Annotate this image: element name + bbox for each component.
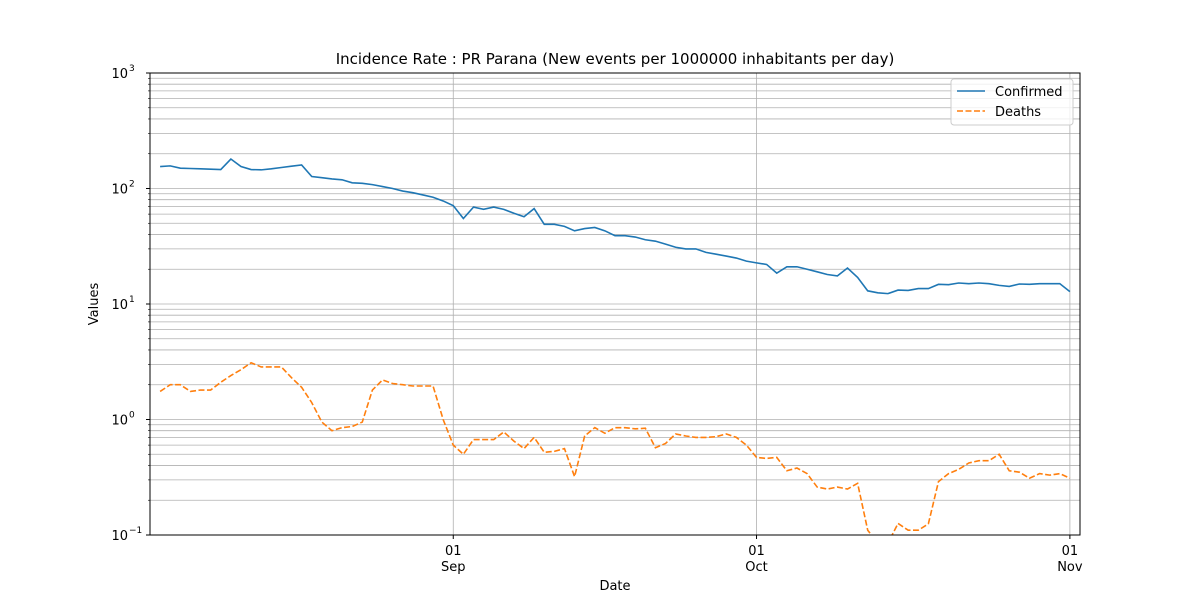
x-axis-label: Date bbox=[599, 579, 630, 594]
y-tick-label: 10 bbox=[111, 529, 128, 544]
y-tick-label: 10 bbox=[111, 183, 128, 198]
y-axis-label: Values bbox=[87, 283, 102, 326]
grid bbox=[150, 72, 1080, 536]
plot-area bbox=[159, 157, 1071, 535]
y-tick-label: 10 bbox=[111, 414, 128, 429]
y-tick-exponent: 2 bbox=[129, 180, 135, 190]
x-tick-month: Sep bbox=[441, 560, 466, 575]
y-tick-exponent: 3 bbox=[129, 64, 135, 74]
y-tick-exponent: 0 bbox=[129, 411, 135, 421]
legend-label: Confirmed bbox=[995, 85, 1063, 100]
x-tick-month: Oct bbox=[745, 560, 767, 575]
x-tick-label: 01 bbox=[1062, 544, 1079, 559]
x-tick-label: 01 bbox=[445, 544, 462, 559]
chart-title: Incidence Rate : PR Parana (New events p… bbox=[336, 50, 895, 68]
x-tick-month: Nov bbox=[1057, 560, 1083, 575]
data-line bbox=[160, 157, 1071, 295]
y-tick-label: 10 bbox=[111, 298, 128, 313]
legend: Confirmed Deaths bbox=[950, 78, 1074, 126]
y-tick-exponent: −1 bbox=[129, 526, 142, 536]
y-tick-exponent: 1 bbox=[129, 295, 135, 305]
data-line bbox=[159, 361, 1071, 535]
y-tick-label: 10 bbox=[111, 67, 128, 82]
x-tick-label: 01 bbox=[748, 544, 765, 559]
legend-label: Deaths bbox=[995, 105, 1041, 120]
